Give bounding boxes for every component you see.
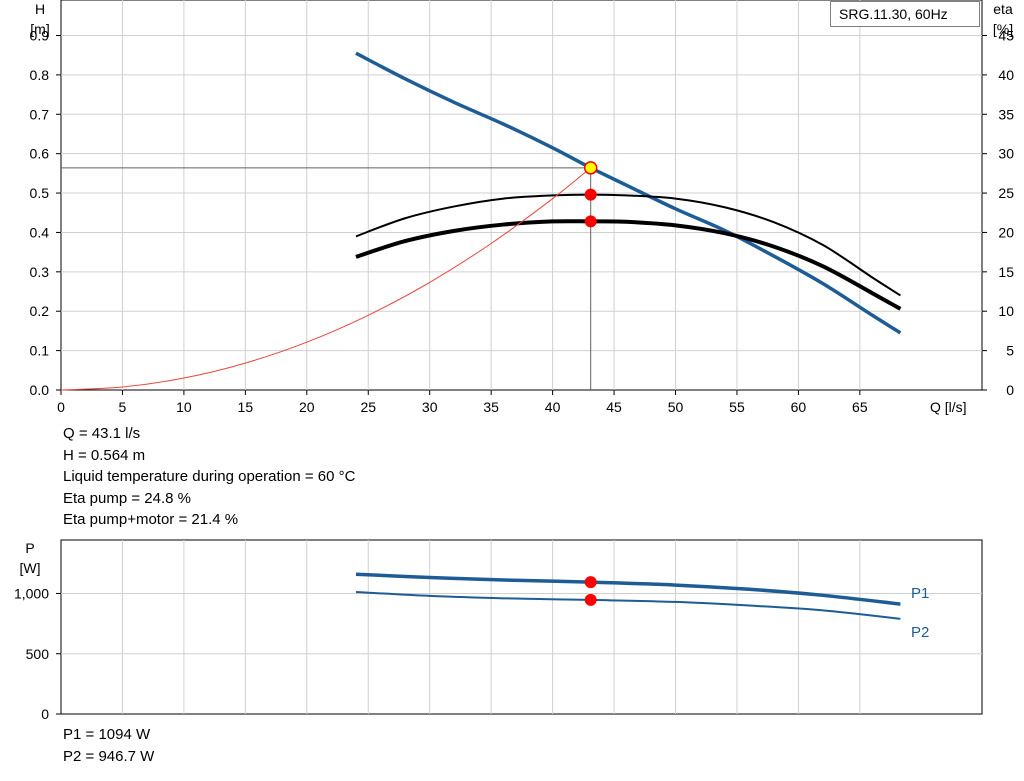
bottom-left-tick-label: 0 [41, 706, 49, 722]
top-right-tick-label: 45 [998, 28, 1014, 44]
top-x-axis-label: Q [l/s] [930, 399, 967, 415]
top-x-tick-label: 60 [791, 399, 807, 415]
top-right-tick-label: 30 [998, 146, 1014, 162]
top-left-axis-label: H [35, 1, 45, 17]
operating-point-marker [583, 161, 598, 175]
top-x-tick-label: 10 [176, 399, 192, 415]
info-eta-pump-motor: Eta pump+motor = 21.4 % [63, 511, 239, 528]
power-curve-p1 [355, 572, 901, 606]
eta-marker [584, 215, 597, 228]
top-left-tick-label: 0.8 [30, 67, 50, 83]
top-x-tick-label: 30 [422, 399, 438, 415]
top-right-tick-label: 20 [998, 224, 1014, 240]
top-x-tick-label: 15 [238, 399, 254, 415]
top-left-tick-label: 0.0 [30, 382, 50, 398]
top-x-tick-label: 50 [668, 399, 684, 415]
top-right-tick-label: 0 [1006, 382, 1014, 398]
system-curve [60, 167, 592, 391]
top-right-tick-label: 15 [998, 264, 1014, 280]
bottom-axis-label: P [25, 540, 34, 556]
top-x-tick-label: 55 [729, 399, 745, 415]
operating-point-info: Q = 43.1 l/s H = 0.564 m Liquid temperat… [63, 423, 355, 531]
head-curve [355, 51, 902, 335]
legend-box: SRG.11.30, 60Hz [830, 1, 980, 27]
top-right-tick-label: 40 [998, 67, 1014, 83]
power-curve-p2 [355, 591, 901, 620]
top-x-tick-label: 0 [57, 399, 65, 415]
top-left-axis-unit: [m] [30, 21, 49, 37]
power-curve-label-p2: P2 [911, 624, 929, 641]
info-h: H = 0.564 m [63, 446, 146, 464]
top-left-tick-label: 0.1 [30, 343, 50, 359]
eta-pump-curve [355, 193, 901, 297]
top-left-tick-label: 0.5 [30, 185, 50, 201]
top-x-tick-label: 35 [483, 399, 499, 415]
bottom-plot-frame [60, 539, 983, 715]
power-marker [584, 593, 597, 606]
top-left-tick-label: 0.4 [30, 224, 50, 240]
power-marker [584, 576, 597, 589]
top-x-tick-label: 65 [852, 399, 868, 415]
info-liquid-temp: Liquid temperature during operation = 60… [63, 468, 356, 485]
info-eta-pump: Eta pump = 24.8 % [63, 489, 191, 507]
bottom-left-tick-label: 500 [26, 646, 50, 662]
top-x-tick-label: 20 [299, 399, 315, 415]
top-right-tick-label: 5 [1006, 343, 1014, 359]
top-x-tick-label: 45 [606, 399, 622, 415]
info-p2: P2 = 946.7 W [63, 747, 155, 765]
top-x-tick-label: 5 [119, 399, 127, 415]
top-x-tick-label: 25 [360, 399, 376, 415]
top-right-axis-unit: [%] [993, 21, 1013, 37]
top-left-tick-label: 0.7 [30, 106, 50, 122]
top-right-tick-label: 10 [998, 303, 1014, 319]
top-left-tick-label: 0.9 [30, 28, 50, 44]
top-right-tick-label: 25 [998, 185, 1014, 201]
eta-marker [584, 188, 597, 201]
eta-pump-motor-curve [355, 219, 902, 311]
top-right-tick-label: 35 [998, 106, 1014, 122]
top-left-tick-label: 0.2 [30, 303, 50, 319]
top-plot-frame [60, 0, 983, 391]
top-right-axis-label: eta [993, 1, 1013, 17]
bottom-left-tick-label: 1,000 [14, 586, 49, 602]
info-q: Q = 43.1 l/s [63, 425, 141, 442]
power-info: P1 = 1094 W P2 = 946.7 W [63, 724, 154, 767]
bottom-axis-unit: [W] [20, 560, 41, 576]
power-curve-label-p1: P1 [911, 585, 929, 602]
top-x-tick-label: 40 [545, 399, 561, 415]
top-left-tick-label: 0.6 [30, 146, 50, 162]
info-p1: P1 = 1094 W [63, 726, 151, 743]
top-left-tick-label: 0.3 [30, 264, 50, 280]
